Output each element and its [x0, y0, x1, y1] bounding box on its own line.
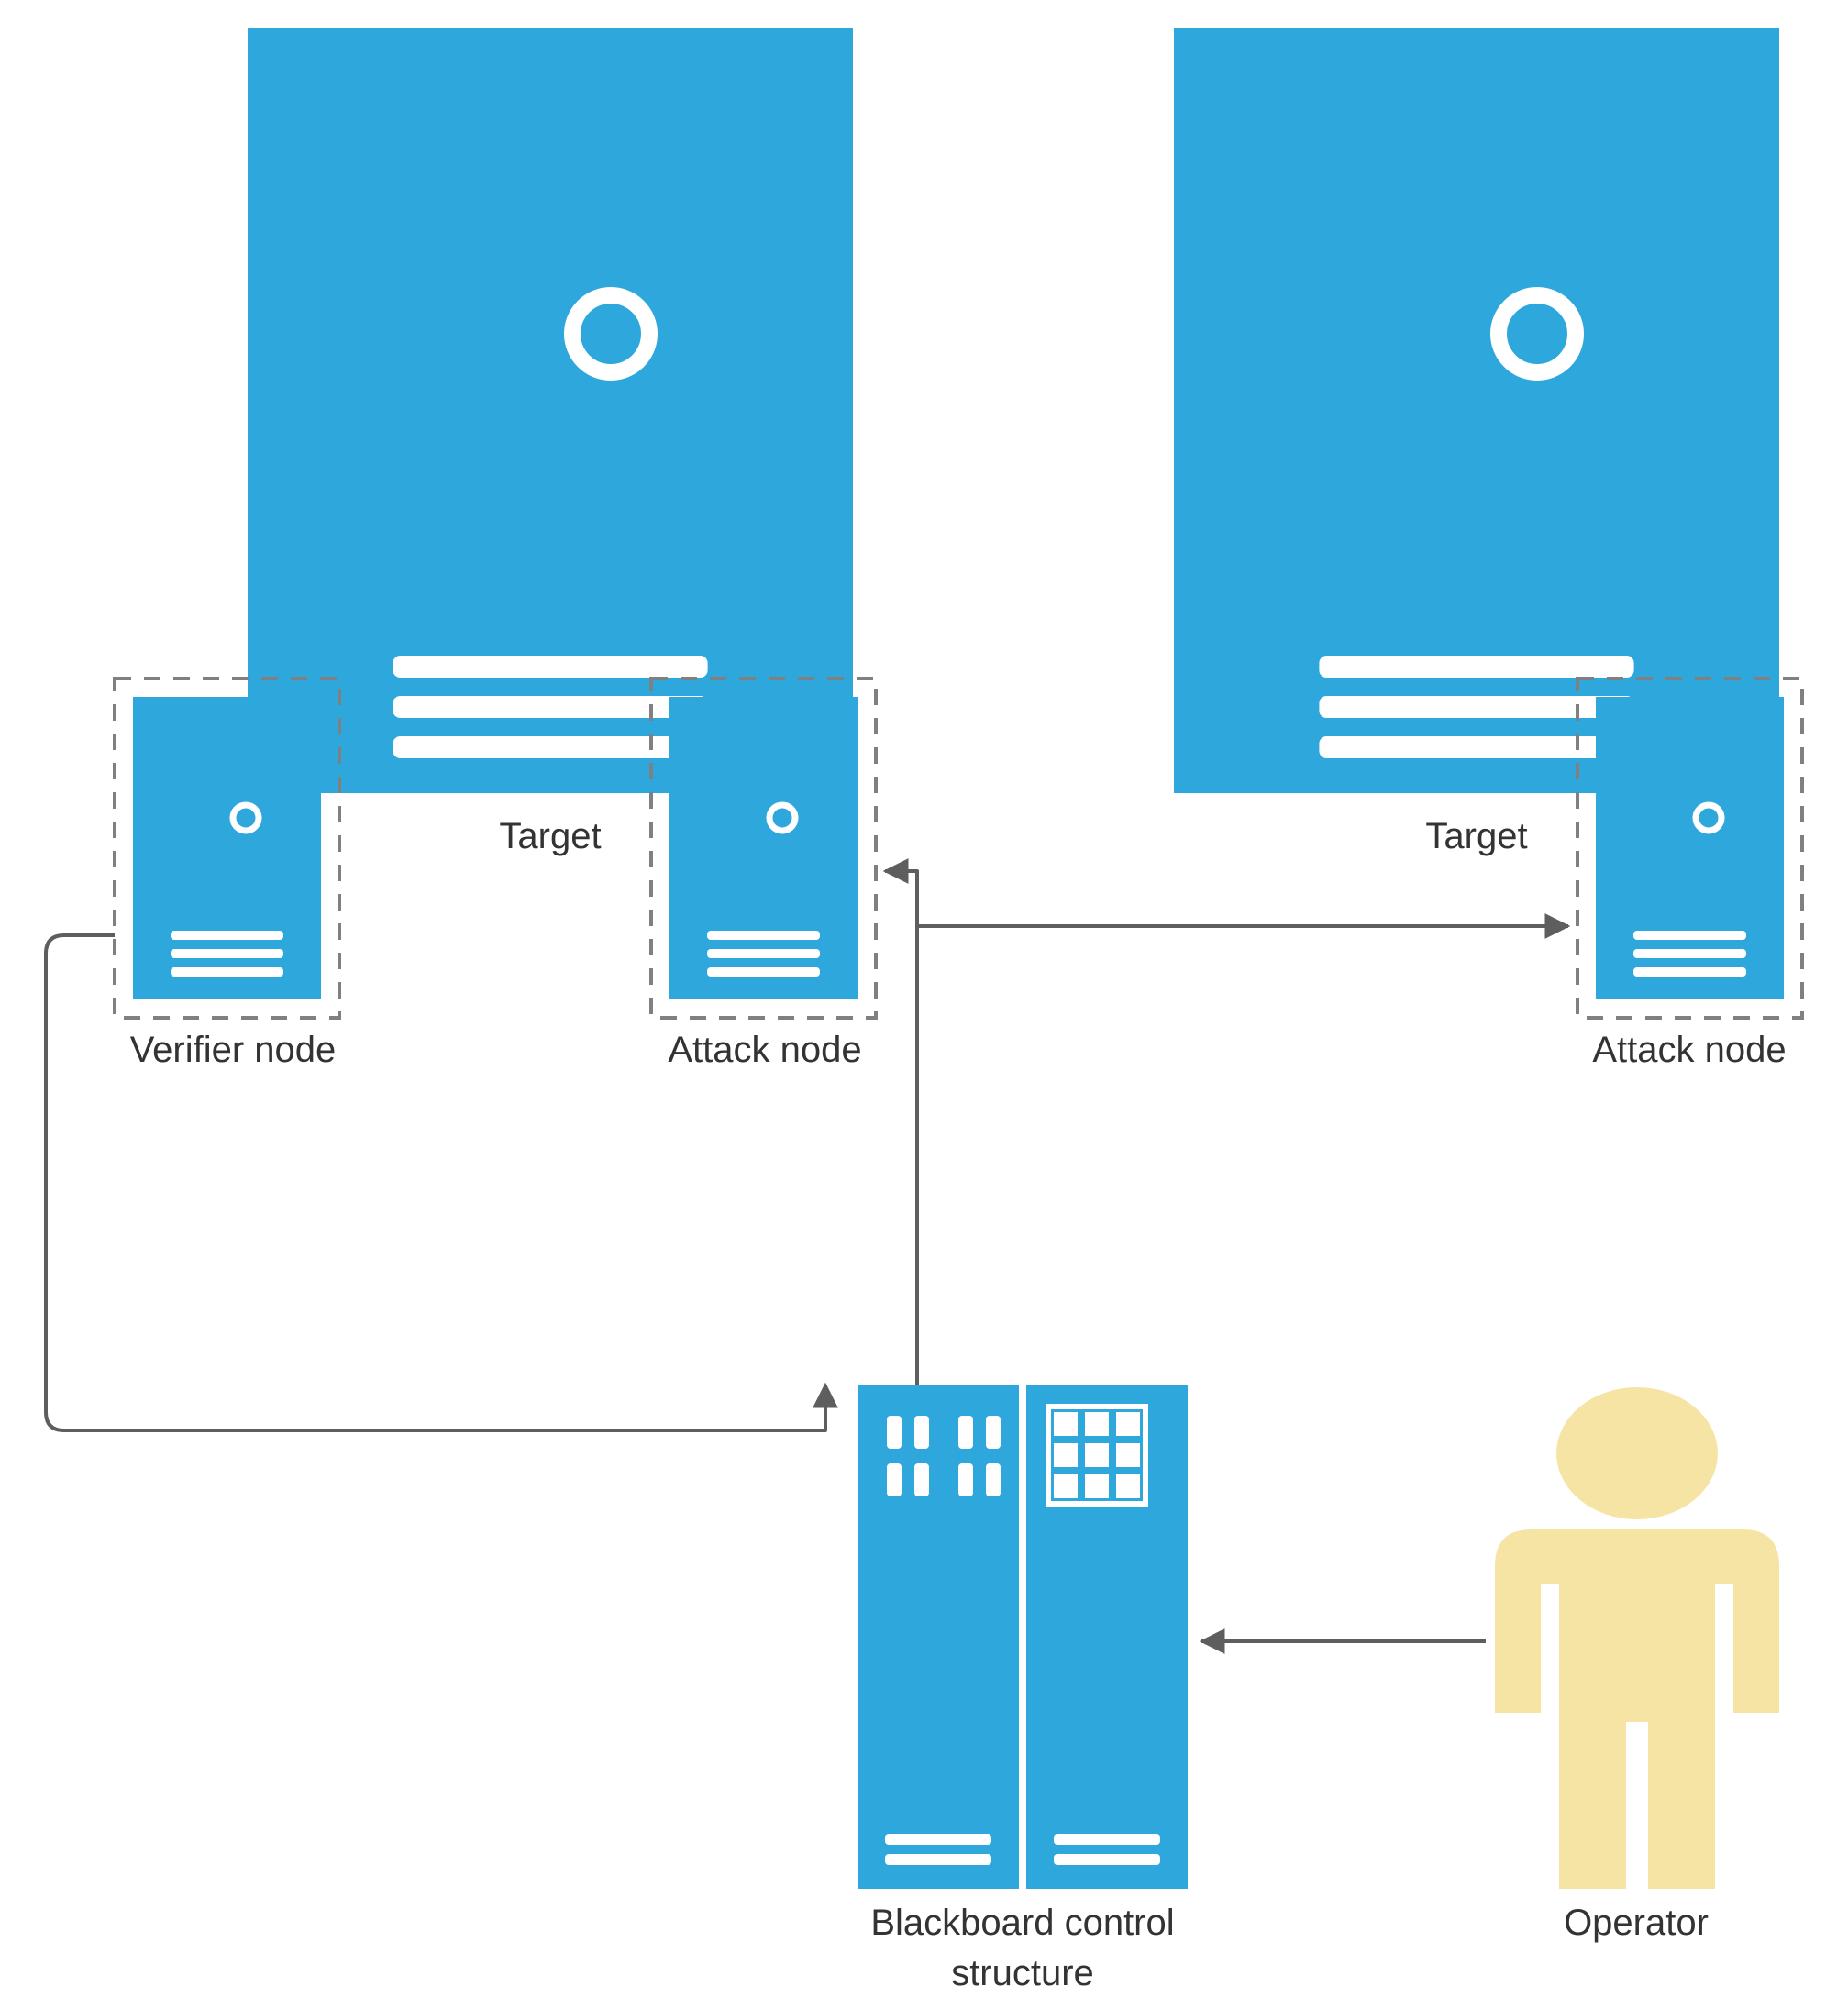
label-blackboard-1: Blackboard control	[870, 1903, 1174, 1943]
node-server	[115, 679, 339, 1018]
label-blackboard-2: structure	[951, 1953, 1094, 1993]
label-target-left: Target	[499, 816, 601, 856]
label-attack-node-right: Attack node	[1592, 1030, 1786, 1070]
node-server	[651, 679, 876, 1018]
label-attack-node-left: Attack node	[668, 1030, 861, 1070]
target-server	[248, 28, 853, 793]
label-target-right: Target	[1425, 816, 1527, 856]
node-server	[1577, 679, 1802, 1018]
blackboard-control-structure	[858, 1385, 1188, 1889]
label-operator: Operator	[1564, 1903, 1709, 1943]
target-server	[1174, 28, 1779, 793]
operator-person-icon	[1495, 1387, 1779, 1889]
edge-verifier-to-blackboard	[46, 935, 825, 1430]
label-verifier-node: Verifier node	[130, 1030, 337, 1070]
edge-blackboard-to-attack-left	[885, 871, 917, 1385]
